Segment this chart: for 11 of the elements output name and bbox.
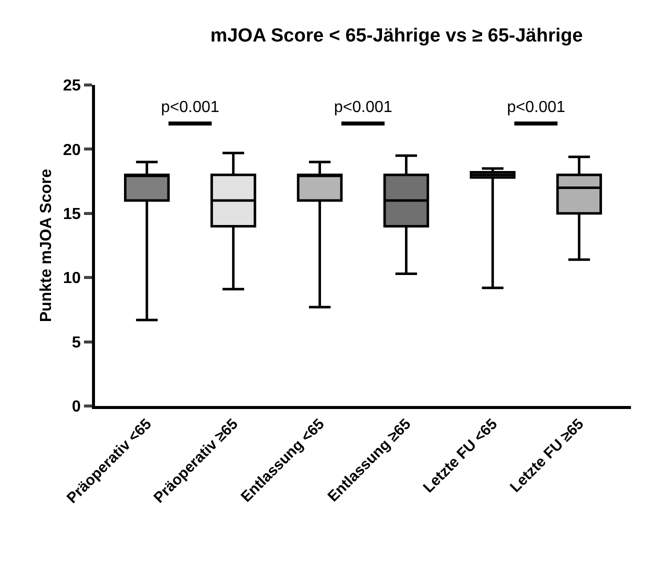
y-tick-label: 25 [63, 78, 81, 95]
annotation: p<0.001 [507, 99, 566, 116]
y-tick-label: 20 [63, 142, 81, 159]
y-tick-label: 10 [63, 270, 81, 288]
y-tick-label: 0 [72, 398, 81, 416]
annotation: p<0.001 [334, 99, 392, 116]
chart-title: mJOA Score < 65-Jährige vs ≥ 65-Jährige [210, 26, 583, 47]
annotation: p<0.001 [161, 99, 220, 116]
y-axis-title: Punkte mJOA Score [38, 168, 55, 322]
y-tick-label: 15 [63, 206, 81, 223]
y-tick-label: 5 [72, 334, 81, 352]
